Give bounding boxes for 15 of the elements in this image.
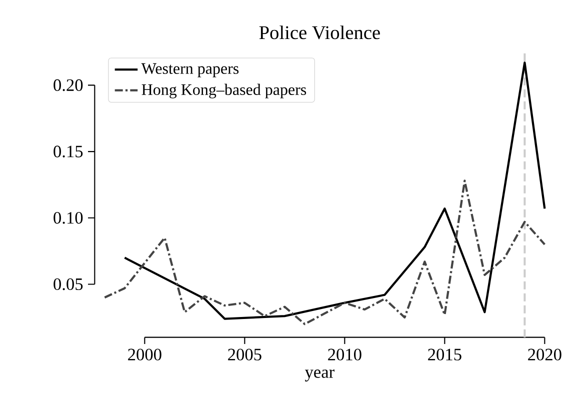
x-tick-label: 2020: [528, 348, 562, 360]
x-tick-label: 2000: [128, 348, 162, 360]
x-tick-label: 2015: [428, 348, 462, 360]
line-series: [104, 180, 546, 326]
x-axis-title: year: [304, 370, 334, 382]
x-tick-label: 2010: [328, 348, 362, 360]
line-series: [124, 62, 546, 320]
y-tick-label: 0.15: [54, 146, 83, 158]
y-tick-label: 0.05: [54, 278, 83, 290]
legend-label: Western papers: [141, 63, 239, 78]
y-tick-label: 0.20: [54, 79, 83, 92]
chart-title: Police Violence: [259, 26, 380, 40]
x-tick-label: 2005: [228, 348, 262, 360]
legend-label: Hong Kong–based papers: [142, 84, 306, 98]
y-tick-label: 0.10: [54, 212, 83, 224]
